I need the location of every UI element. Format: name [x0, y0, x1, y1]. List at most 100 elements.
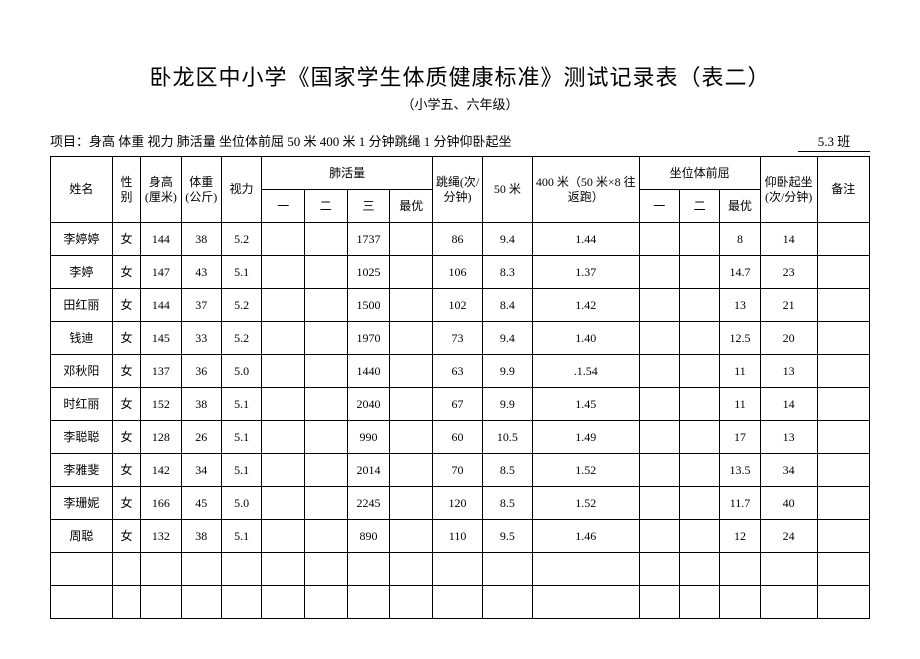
cell-situp [760, 553, 817, 586]
cell-weight: 37 [181, 289, 221, 322]
cell-lung2 [304, 388, 347, 421]
cell-height: 137 [141, 355, 181, 388]
meta-row: 项目： 身高 体重 视力 肺活量 坐位体前屈 50 米 400 米 1 分钟跳绳… [50, 131, 870, 152]
table-row [51, 586, 870, 619]
cell-sit1 [639, 388, 679, 421]
cell-lung2 [304, 553, 347, 586]
th-50m: 50 米 [482, 157, 532, 223]
cell-name: 时红丽 [51, 388, 113, 421]
cell-lung3: 890 [347, 520, 390, 553]
th-sit-2: 二 [679, 190, 719, 223]
cell-sex: 女 [112, 355, 140, 388]
cell-height: 144 [141, 289, 181, 322]
cell-lung_best [390, 454, 433, 487]
cell-height: 147 [141, 256, 181, 289]
cell-sit1 [639, 322, 679, 355]
cell-height: 144 [141, 223, 181, 256]
cell-lung_best [390, 553, 433, 586]
cell-jump: 70 [433, 454, 483, 487]
th-400m: 400 米（50 米×8 往返跑） [532, 157, 639, 223]
cell-sit_best: 11 [720, 355, 760, 388]
cell-situp: 14 [760, 388, 817, 421]
cell-vision: 5.0 [221, 355, 261, 388]
cell-weight [181, 586, 221, 619]
cell-name: 李婷婷 [51, 223, 113, 256]
cell-lung2 [304, 520, 347, 553]
cell-m50: 9.5 [482, 520, 532, 553]
cell-lung1 [262, 355, 305, 388]
cell-height: 142 [141, 454, 181, 487]
th-vision: 视力 [221, 157, 261, 223]
page-title: 卧龙区中小学《国家学生体质健康标准》测试记录表（表二） [50, 60, 870, 92]
cell-vision: 5.0 [221, 487, 261, 520]
cell-m400: 1.49 [532, 421, 639, 454]
cell-vision: 5.1 [221, 454, 261, 487]
th-sit-group: 坐位体前屈 [639, 157, 760, 190]
table-row: 李聪聪女128265.19906010.51.491713 [51, 421, 870, 454]
cell-note [817, 586, 869, 619]
class-label: 5.3 班 [798, 131, 870, 152]
cell-situp: 24 [760, 520, 817, 553]
cell-name: 李婷 [51, 256, 113, 289]
cell-sex [112, 553, 140, 586]
cell-m50: 8.5 [482, 454, 532, 487]
cell-jump: 86 [433, 223, 483, 256]
table-row: 时红丽女152385.12040679.91.451114 [51, 388, 870, 421]
cell-lung2 [304, 586, 347, 619]
cell-lung3 [347, 553, 390, 586]
cell-situp: 34 [760, 454, 817, 487]
cell-vision: 5.1 [221, 421, 261, 454]
cell-lung1 [262, 322, 305, 355]
cell-situp: 14 [760, 223, 817, 256]
cell-lung1 [262, 487, 305, 520]
cell-vision: 5.1 [221, 520, 261, 553]
cell-note [817, 421, 869, 454]
cell-m50: 10.5 [482, 421, 532, 454]
cell-note [817, 520, 869, 553]
cell-lung3: 1440 [347, 355, 390, 388]
cell-lung3: 1737 [347, 223, 390, 256]
cell-lung3 [347, 586, 390, 619]
cell-jump [433, 586, 483, 619]
cell-situp: 40 [760, 487, 817, 520]
cell-sex: 女 [112, 322, 140, 355]
cell-name: 李雅斐 [51, 454, 113, 487]
cell-jump: 67 [433, 388, 483, 421]
table-row: 钱迪女145335.21970739.41.4012.520 [51, 322, 870, 355]
table-head: 姓名 性别 身高(厘米) 体重(公斤) 视力 肺活量 跳绳(次/分钟) 50 米… [51, 157, 870, 223]
th-sex: 性别 [112, 157, 140, 223]
cell-weight: 43 [181, 256, 221, 289]
table-row [51, 553, 870, 586]
cell-sex: 女 [112, 454, 140, 487]
cell-m50: 9.4 [482, 322, 532, 355]
cell-lung3: 1025 [347, 256, 390, 289]
cell-sit1 [639, 355, 679, 388]
meta-prefix: 项目： [50, 131, 89, 150]
cell-name: 田红丽 [51, 289, 113, 322]
cell-situp: 23 [760, 256, 817, 289]
cell-name: 李聪聪 [51, 421, 113, 454]
cell-sit2 [679, 322, 719, 355]
cell-weight: 45 [181, 487, 221, 520]
cell-note [817, 256, 869, 289]
cell-sit2 [679, 553, 719, 586]
cell-sit1 [639, 586, 679, 619]
th-height: 身高(厘米) [141, 157, 181, 223]
cell-vision [221, 586, 261, 619]
cell-lung3: 990 [347, 421, 390, 454]
cell-m400 [532, 586, 639, 619]
cell-sit2 [679, 520, 719, 553]
cell-m50: 9.9 [482, 355, 532, 388]
cell-weight: 38 [181, 223, 221, 256]
cell-sit2 [679, 454, 719, 487]
cell-m50 [482, 553, 532, 586]
cell-height: 152 [141, 388, 181, 421]
cell-name [51, 586, 113, 619]
cell-m50: 8.5 [482, 487, 532, 520]
cell-lung3: 1970 [347, 322, 390, 355]
cell-lung1 [262, 388, 305, 421]
cell-weight: 36 [181, 355, 221, 388]
cell-m400 [532, 553, 639, 586]
th-weight: 体重(公斤) [181, 157, 221, 223]
cell-sit1 [639, 421, 679, 454]
